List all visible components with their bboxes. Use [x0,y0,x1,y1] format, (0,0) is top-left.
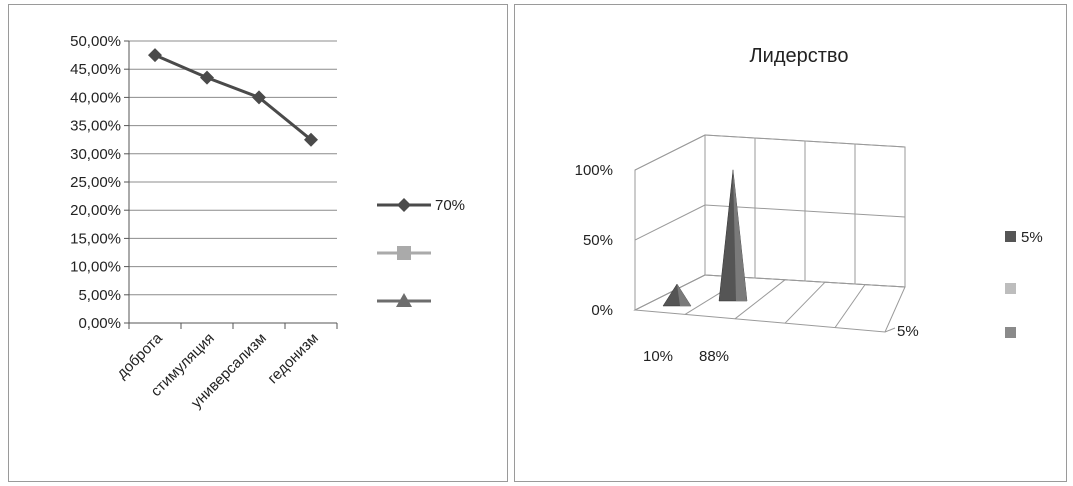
cone-chart: Лидерство 0% 50% 100% 5% 10% 88% 5% [575,45,1043,365]
data-point-marker [304,132,318,147]
legend-triangle-marker [396,293,412,307]
floor-gridline [784,281,826,324]
cone-bar-shade [677,284,691,306]
floor-gridline [734,279,786,320]
depth-axis-label: 5% [897,323,919,340]
cone-chart-panel: Лидерство 0% 50% 100% 5% 10% 88% 5% [514,4,1067,482]
y-tick-label: 50,00% [70,33,121,50]
y-tick-label: 10,00% [70,259,121,276]
line-chart: 0,00% 5,00% 10,00% 15,00% 20,00% 25,00% 30,00%… [70,33,465,412]
legend-swatch [1005,231,1016,242]
y-tick-label: 50% [583,232,613,249]
gridline [634,134,706,171]
y-tick-label: 15,00% [70,230,121,247]
legend-diamond-marker [397,198,411,212]
x-tick-label: гедонизм [264,330,321,387]
y-tick-label: 100% [575,162,613,179]
series-line [154,53,312,141]
y-tick-label: 5,00% [78,287,121,304]
floor-gridline [834,284,866,328]
data-point-marker [200,70,214,85]
y-tick-label: 35,00% [70,118,121,135]
x-tick-label: доброта [113,329,166,382]
y-tick-label: 0,00% [78,315,121,332]
data-point-marker [252,90,266,105]
chart-title: Лидерство [750,45,849,67]
x-tick-label: 10% [643,348,673,365]
legend-label: 5% [1021,229,1043,246]
y-tick-label: 25,00% [70,174,121,191]
y-tick-label: 40,00% [70,89,121,106]
data-point-marker [148,48,162,63]
y-tick-label: 20,00% [70,202,121,219]
legend-swatch [1005,283,1016,294]
legend-square-marker [397,246,411,260]
y-tick-label: 30,00% [70,146,121,163]
y-tick-label: 45,00% [70,61,121,78]
legend-swatch [1005,327,1016,338]
y-tick-label: 0% [591,302,613,319]
x-tick-label: 88% [699,348,729,365]
line-chart-panel: 0,00% 5,00% 10,00% 15,00% 20,00% 25,00% 30,00%… [8,4,508,482]
floor [633,274,906,333]
cone-bar-shade [733,169,747,301]
depth-tick [884,327,896,333]
gridline [634,204,706,241]
legend-label: 70% [435,197,465,214]
